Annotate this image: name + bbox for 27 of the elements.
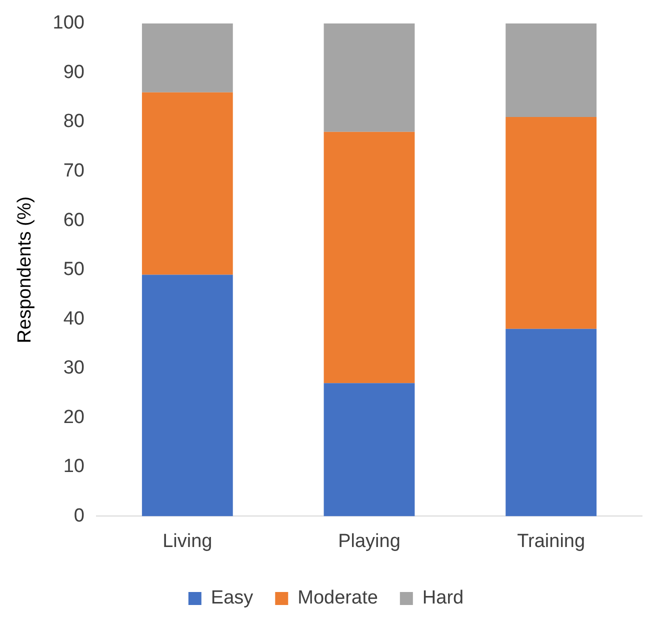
bar <box>506 23 597 118</box>
y-tick-label: 80 <box>63 111 84 132</box>
bar <box>324 132 415 384</box>
y-tick-label: 40 <box>63 308 84 330</box>
x-tick-label: Living <box>162 530 212 552</box>
bar <box>142 274 233 516</box>
y-tick-label: 50 <box>63 259 84 280</box>
y-tick-label: 0 <box>74 505 84 526</box>
bar <box>142 23 233 92</box>
y-tick-label: 100 <box>52 12 84 34</box>
bar <box>142 92 233 275</box>
bar <box>506 117 597 329</box>
y-tick-label: 20 <box>63 406 84 428</box>
legend-label: Moderate <box>298 588 378 609</box>
x-tick-label: Training <box>517 530 586 552</box>
bar <box>506 328 597 516</box>
bar <box>324 383 415 516</box>
y-tick-label: 70 <box>63 160 84 182</box>
legend-label: Easy <box>210 588 254 609</box>
y-tick-label: 90 <box>63 62 84 83</box>
y-tick-label: 60 <box>63 210 84 231</box>
bar <box>324 23 415 132</box>
y-tick-label: 10 <box>63 456 84 478</box>
y-axis-title: Respondents (%) <box>14 196 36 344</box>
y-tick-label: 30 <box>63 358 84 379</box>
x-tick-label: Playing <box>338 530 400 552</box>
legend-label: Hard <box>422 588 464 609</box>
